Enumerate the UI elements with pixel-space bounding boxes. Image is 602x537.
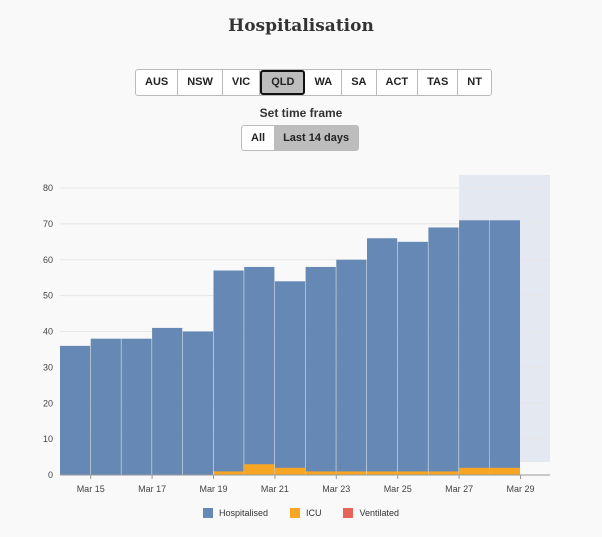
x-tick-label: Mar 27 <box>445 484 473 494</box>
bar-hospitalised <box>367 238 398 475</box>
legend-swatch-icu <box>289 508 300 518</box>
bar-hospitalised <box>121 338 152 475</box>
legend-item-ventilated[interactable]: Ventilated <box>343 508 399 518</box>
region-button-aus[interactable]: AUS <box>136 70 179 95</box>
bar-icu <box>367 471 398 475</box>
y-tick-label: 50 <box>43 291 53 301</box>
bar-hospitalised <box>489 220 520 475</box>
timeframe-selector: All Last 14 days <box>241 125 360 151</box>
y-tick-label: 30 <box>43 362 53 372</box>
region-button-wa[interactable]: WA <box>305 70 343 95</box>
y-tick-label: 10 <box>43 434 53 444</box>
x-tick-label: Mar 21 <box>261 484 289 494</box>
x-tick-label: Mar 15 <box>77 484 105 494</box>
legend-label-icu: ICU <box>305 508 322 518</box>
legend-swatch-ventilated <box>343 508 354 518</box>
page-title: Hospitalisation <box>228 16 374 36</box>
x-tick-label: Mar 23 <box>322 484 350 494</box>
bar-hospitalised <box>152 327 183 475</box>
bar-icu <box>459 467 490 475</box>
region-button-act[interactable]: ACT <box>377 70 419 95</box>
region-button-tas[interactable]: TAS <box>418 70 459 95</box>
bar-hospitalised <box>60 345 91 475</box>
region-button-nt[interactable]: NT <box>467 76 482 88</box>
bar-hospitalised <box>213 270 244 475</box>
x-tick-label: Mar 29 <box>506 484 534 494</box>
region-button-qld[interactable]: QLD <box>260 70 306 95</box>
bar-icu <box>489 467 520 475</box>
bar-icu <box>213 471 244 475</box>
bar-hospitalised <box>397 241 428 475</box>
legend-item-hospitalised[interactable]: Hospitalised <box>202 508 268 518</box>
legend-label-ventilated: Ventilated <box>359 508 400 518</box>
y-tick-label: 70 <box>43 219 53 229</box>
bar-icu <box>336 471 367 475</box>
bar-hospitalised <box>336 259 367 475</box>
legend-label-hospitalised: Hospitalised <box>218 508 268 518</box>
bar-icu <box>305 471 336 475</box>
hospitalisation-chart: 0 10 20 30 40 50 60 70 80 Mar 15 Mar 17 Mar 19 Mar 2… <box>43 175 550 494</box>
bar-icu <box>428 471 459 475</box>
region-selector: AUS NSW VIC QLD WA SA ACT TAS NT <box>135 69 492 96</box>
y-tick-label: 40 <box>43 327 53 337</box>
x-tick-label: Mar 19 <box>199 484 227 494</box>
bar-hospitalised <box>182 331 213 475</box>
legend-swatch-hospitalised <box>202 508 213 518</box>
timeframe-label: Set time frame <box>259 106 343 120</box>
region-button-nsw[interactable]: NSW <box>178 70 223 95</box>
legend-item-icu[interactable]: ICU <box>289 508 322 518</box>
bar-hospitalised <box>459 220 490 475</box>
bar-icu <box>397 471 428 475</box>
region-button-vic[interactable]: VIC <box>223 70 261 95</box>
bar-hospitalised <box>305 266 336 475</box>
bar-icu <box>274 467 306 475</box>
y-tick-label: 80 <box>43 183 53 193</box>
timeframe-button-all[interactable]: All <box>251 132 266 144</box>
bar-hospitalised <box>274 281 306 475</box>
bar-hospitalised <box>90 338 121 475</box>
region-button-sa[interactable]: SA <box>342 70 377 95</box>
x-tick-label: Mar 25 <box>384 484 412 494</box>
y-tick-label: 0 <box>48 470 53 480</box>
bar-icu <box>244 464 275 475</box>
bar-hospitalised <box>244 266 275 475</box>
chart-legend: Hospitalised ICU Ventilated <box>0 508 602 518</box>
timeframe-button-last-14-days[interactable]: Last 14 days <box>274 126 359 150</box>
y-tick-label: 20 <box>43 398 53 408</box>
bar-hospitalised <box>428 227 459 475</box>
y-tick-label: 60 <box>43 255 53 265</box>
x-tick-label: Mar 17 <box>138 484 166 494</box>
